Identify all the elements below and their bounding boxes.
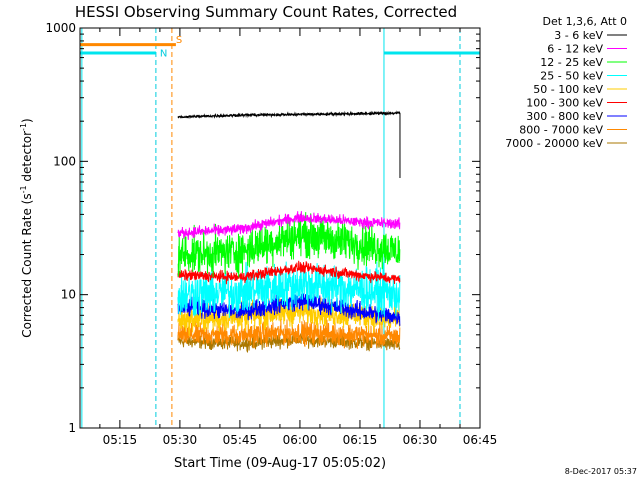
legend-label-9: 7000 - 20000 keV [505,137,603,150]
legend-label-1: 3 - 6 keV [554,29,603,42]
render-timestamp: 8-Dec-2017 05:37 [565,467,637,476]
annotation-n: N [160,49,167,60]
series-line-2 [177,211,401,240]
x-tick-label-3: 06:00 [283,433,318,447]
chart-title: HESSI Observing Summary Count Rates, Cor… [75,3,457,21]
x-tick-label-6: 06:45 [463,433,498,447]
annotation-s: S [176,35,182,46]
y-tick-label-0: 1 [68,421,76,435]
series-line-6 [177,260,401,285]
series-line-4 [177,261,401,321]
x-tick-label-0: 05:15 [103,433,138,447]
x-tick-label-4: 06:15 [343,433,378,447]
x-tick-label-1: 05:30 [163,433,198,447]
y-tick-label-2: 100 [53,154,76,168]
legend-label-3: 12 - 25 keV [540,56,603,69]
legend-label-5: 50 - 100 keV [533,83,603,96]
series-line-1 [177,110,401,120]
y-tick-label-3: 1000 [45,21,76,35]
legend-label-2: 6 - 12 keV [547,43,603,56]
x-tick-label-5: 06:30 [403,433,438,447]
legend-label-4: 25 - 50 keV [540,70,603,83]
series-line-3 [177,212,401,278]
legend-label-7: 300 - 800 keV [526,110,603,123]
y-axis-label: Corrected Count Rate (s-1 detector-1) [19,118,34,337]
series-line-8 [177,319,401,349]
legend-header: Det 1,3,6, Att 0 [543,15,627,28]
legend-label-8: 800 - 7000 keV [519,124,603,137]
x-tick-label-2: 05:45 [223,433,258,447]
x-axis-label: Start Time (09-Aug-17 05:05:02) [174,456,386,471]
legend-label-6: 100 - 300 keV [526,97,603,110]
y-tick-label-1: 10 [61,288,76,302]
